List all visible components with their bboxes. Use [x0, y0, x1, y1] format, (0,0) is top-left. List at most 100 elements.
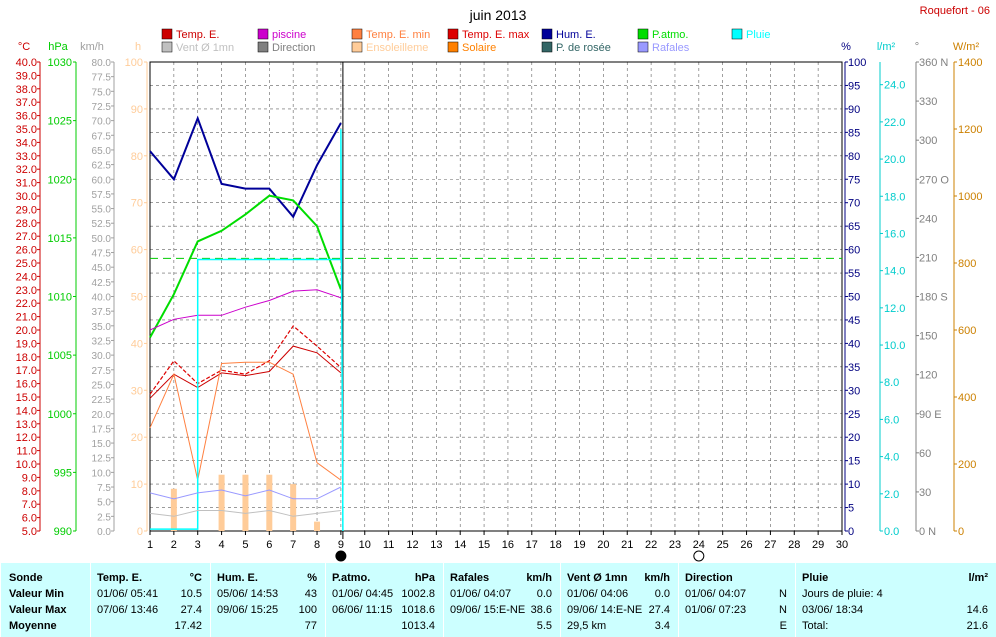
solar-tick-label: 400	[958, 392, 976, 404]
sun-tick-label: 60	[131, 245, 143, 257]
stats-column: Pluie l/m² Jours de pluie: 4 03/06/ 18:34 14…	[795, 563, 996, 637]
stats-mean-value: 5.5	[536, 620, 552, 632]
wind-tick-label: 22.5	[92, 395, 112, 406]
hum-tick-label: 15	[848, 456, 860, 468]
press-tick-label: 1020	[48, 174, 72, 186]
temp-tick-label: 16.0	[16, 379, 37, 391]
wind-tick-label: 77.5	[92, 73, 112, 84]
series-pluie	[150, 129, 344, 532]
sunshine-bar	[266, 474, 273, 531]
stats-max-value: 100	[298, 604, 317, 616]
temp-tick-label: 34.0	[16, 137, 37, 149]
stats-max-date: 03/06/ 18:34	[802, 604, 864, 616]
rain-tick-label: 20.0	[884, 154, 905, 166]
legend-label: piscine	[272, 29, 306, 41]
stats-max-date: 01/06/ 07:23	[685, 604, 747, 616]
stats-column-header: Direction	[685, 572, 733, 584]
x-tick-label: 14	[454, 539, 466, 551]
legend-swatch	[447, 41, 459, 53]
wind-tick-label: 20.0	[92, 410, 112, 421]
legend-label: Direction	[272, 42, 315, 54]
press-unit-label: hPa	[48, 41, 68, 53]
x-tick-label: 12	[406, 539, 418, 551]
legend-label: P.atmo.	[652, 29, 689, 41]
stats-mean-value: 3.4	[654, 620, 670, 632]
plot-frame	[149, 61, 843, 532]
dir-tick-label: 0 N	[919, 526, 936, 538]
stats-min-value: 43	[304, 588, 317, 600]
wind-tick-label: 60.0	[92, 175, 112, 186]
wind-tick-label: 25.0	[92, 380, 112, 391]
solar-tick-label: 1400	[958, 57, 982, 69]
sun-tick-label: 90	[131, 104, 143, 116]
dir-tick-label: 120	[919, 370, 937, 382]
temp-tick-label: 25.0	[16, 258, 37, 270]
legend-swatch	[637, 41, 649, 53]
stats-max-value: 1018.6	[401, 604, 435, 616]
wind-tick-label: 42.5	[92, 278, 112, 289]
legend-label: Temp. E. min	[366, 29, 430, 41]
stats-column: Vent Ø 1mn km/h 01/06/ 04:06 0.0 09/06/ 14:E…	[560, 563, 678, 637]
stats-column: Rafales km/h 01/06/ 04:07 0.0 09/06/ 15:E-NE…	[443, 563, 560, 637]
press-tick-label: 1015	[48, 233, 72, 245]
x-tick-label: 27	[764, 539, 776, 551]
hum-tick-label: 85	[848, 127, 860, 139]
stats-column-header: P.atmo.	[332, 572, 371, 584]
wind-tick-label: 67.5	[92, 131, 112, 142]
stats-max-value: N	[779, 604, 787, 616]
temp-tick-label: 6.0	[22, 513, 37, 525]
dir-tick-label: 270 O	[919, 174, 949, 186]
wind-tick-label: 65.0	[92, 146, 112, 157]
stats-column-header: Temp. E.	[97, 572, 143, 584]
x-tick-label: 21	[621, 539, 633, 551]
sunshine-bar	[314, 521, 321, 531]
press-tick-label: 995	[54, 467, 72, 479]
rain-tick-label: 14.0	[884, 266, 905, 278]
rain-tick-label: 0.0	[884, 526, 899, 538]
x-tick-label: 1	[147, 539, 153, 551]
wind-tick-label: 32.5	[92, 336, 112, 347]
stats-row-label: Valeur Max	[9, 604, 67, 616]
rain-tick-label: 16.0	[884, 228, 905, 240]
x-tick-label: 17	[526, 539, 538, 551]
moon-full-icon	[693, 550, 705, 562]
legend-swatch	[731, 28, 743, 40]
stats-max-value: 38.6	[530, 604, 552, 616]
solar-tick-label: 800	[958, 258, 976, 270]
press-tick-label: 990	[54, 526, 72, 538]
hum-tick-label: 25	[848, 409, 860, 421]
sun-tick-label: 30	[131, 385, 143, 397]
wind-tick-label: 72.5	[92, 102, 112, 113]
wind-tick-label: 47.5	[92, 249, 112, 260]
hum-tick-label: 75	[848, 174, 860, 186]
sun-tick-label: 80	[131, 151, 143, 163]
dir-tick-label: 90 E	[919, 409, 942, 421]
legend-swatch	[637, 28, 649, 40]
rain-tick-label: 8.0	[884, 377, 899, 389]
wind-tick-label: 10.0	[92, 468, 112, 479]
axes: 1 2 3 4 5 6 7 8 9 10 11 12 13 14 15 16 17 18 19 20 21 22 23 24 2…	[16, 41, 983, 551]
temp-tick-label: 38.0	[16, 84, 37, 96]
temp-tick-label: 33.0	[16, 151, 37, 163]
wind-tick-label: 0.0	[97, 527, 111, 538]
hum-tick-label: 50	[848, 292, 860, 304]
series-hum-e-	[149, 115, 342, 219]
wind-tick-label: 50.0	[92, 234, 112, 245]
series-p-atmo-	[149, 194, 342, 338]
press-tick-label: 1030	[48, 57, 72, 69]
legend-label: Ensoleilleme	[366, 42, 428, 54]
dir-tick-label: 240	[919, 213, 937, 225]
wind-tick-label: 52.5	[92, 219, 112, 230]
stats-row-label: Sonde	[9, 572, 43, 584]
x-tick-label: 4	[219, 539, 225, 551]
x-tick-label: 20	[597, 539, 609, 551]
stats-mean-value: 17.42	[174, 620, 202, 632]
temp-tick-label: 5.0	[22, 526, 37, 538]
temp-tick-label: 35.0	[16, 124, 37, 136]
stats-mean-value: 21.6	[966, 620, 988, 632]
series-temp-e-max	[149, 325, 342, 395]
stats-column-unit: km/h	[644, 572, 670, 584]
rain-tick-label: 10.0	[884, 340, 905, 352]
temp-tick-label: 37.0	[16, 97, 37, 109]
stats-min-date: 01/06/ 04:07	[685, 588, 747, 600]
